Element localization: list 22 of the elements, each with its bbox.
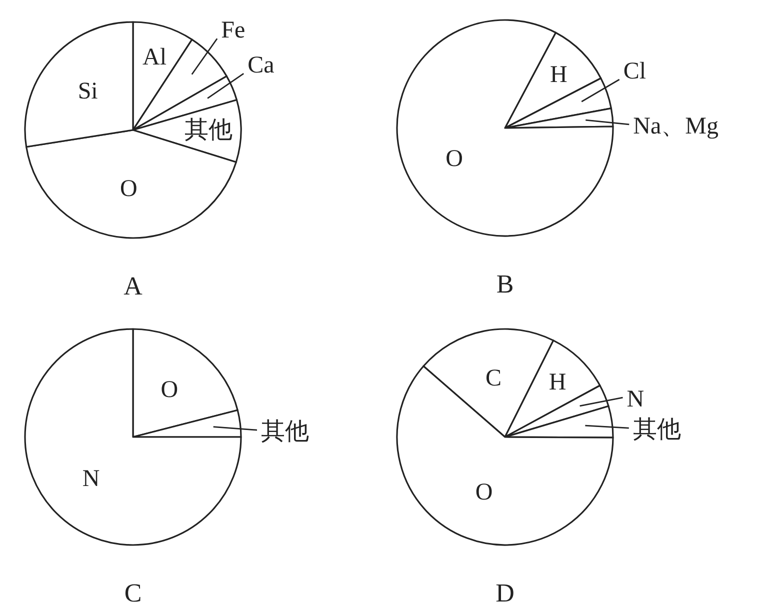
slice-label: O [446,146,463,172]
slice-label: N [82,466,100,492]
slice-label: 其他 [184,118,233,144]
slice-label: H [550,62,568,88]
text: D [496,578,514,608]
slice-label: O [120,176,138,202]
slice-label: 其他 [632,417,681,444]
text: C [124,578,142,608]
slice-label: Fe [221,18,246,44]
slice-label: Cl [623,58,646,85]
slice-label: O [160,377,178,404]
text: B [496,270,514,298]
slice-label: O [475,480,493,506]
slice-label: C [485,366,502,392]
text: A [124,272,143,300]
slice-label: H [548,370,566,396]
slice-label: N [626,386,644,413]
slice-label: Al [142,44,167,71]
slice-label: 其他 [261,419,310,446]
slice-label: Si [78,78,98,104]
slice-label: Ca [248,52,275,79]
slice-label: Na、Mg [633,113,718,140]
